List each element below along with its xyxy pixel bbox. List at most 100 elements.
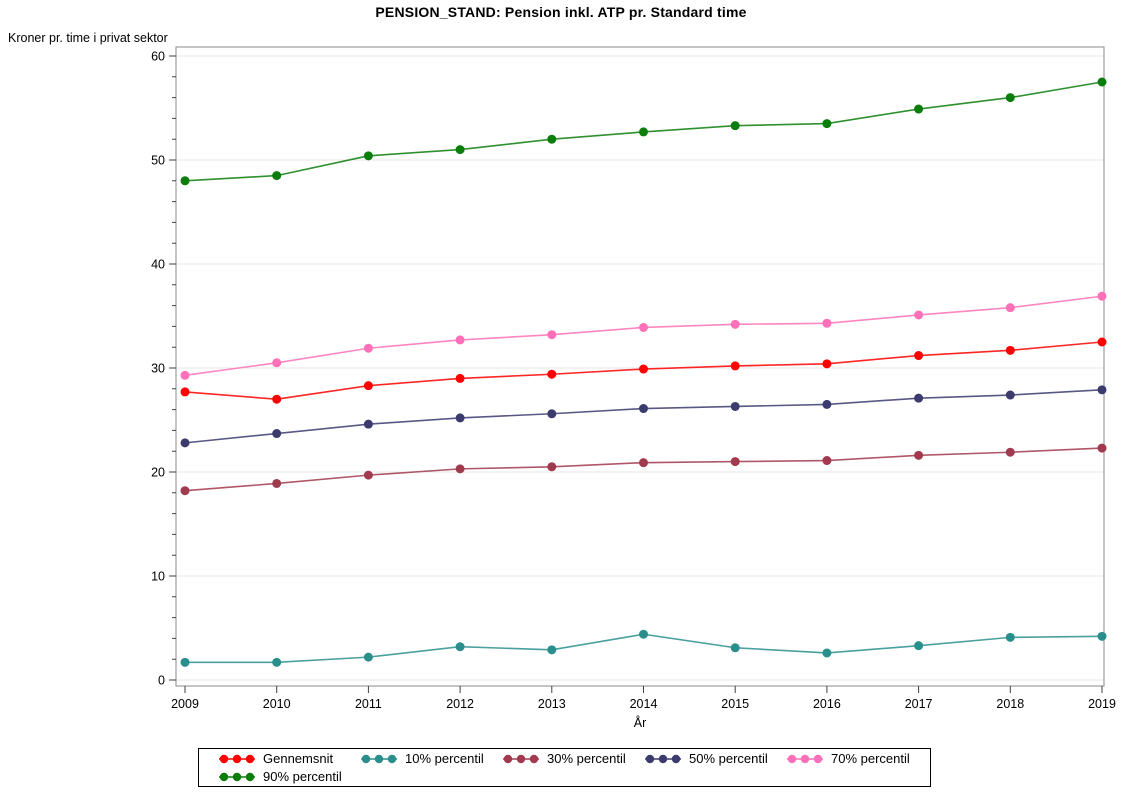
data-point-90-percentil-2014 (639, 127, 648, 137)
data-point-70-percentil-2013 (547, 330, 557, 340)
data-point-90-percentil-2013 (547, 134, 557, 144)
x-axis-ticks: 2009 2010 2011 2012 2013 2014 2015 2016 2017 2018… (171, 686, 1116, 711)
data-point-gennemsnit-2011 (363, 381, 373, 391)
data-point-10-percentil-2015 (730, 643, 740, 653)
legend-marker-icon (787, 754, 823, 763)
series-90-percentil (180, 77, 1107, 186)
legend-marker-dot (671, 754, 681, 763)
legend-label-90-percentil: 90% percentil (263, 769, 342, 784)
y-tick-label: 30 (151, 362, 165, 376)
data-point-90-percentil-2009 (180, 176, 190, 186)
legend-item-30-percentil: 30% percentil (502, 750, 644, 768)
y-axis-ticks: 0 10 20 30 40 50 60 (151, 50, 176, 688)
data-point-70-percentil-2012 (455, 335, 465, 345)
data-point-50-percentil-2009 (180, 438, 190, 448)
legend-label-50-percentil: 50% percentil (689, 751, 768, 766)
legend-label-gennemsnit: Gennemsnit (263, 751, 334, 766)
chart-title: PENSION_STAND: Pension inkl. ATP pr. Sta… (375, 4, 747, 20)
series-line-30-percentil (184, 447, 1103, 492)
data-point-10-percentil-2009 (180, 657, 190, 667)
series-line-70-percentil (184, 295, 1103, 377)
data-point-gennemsnit-2014 (639, 364, 648, 374)
data-point-10-percentil-2019 (1097, 631, 1107, 641)
x-axis-title: År (633, 716, 647, 730)
series-10-percentil (180, 629, 1107, 667)
legend-marker-dot (219, 772, 229, 781)
data-point-gennemsnit-2012 (455, 373, 465, 383)
series-gennemsnit (180, 337, 1107, 404)
legend-marker-dot (245, 754, 255, 763)
data-point-70-percentil-2019 (1097, 291, 1107, 301)
y-tick-label: 40 (151, 258, 165, 272)
legend-label-30-percentil: 30% percentil (547, 751, 626, 766)
data-point-gennemsnit-2016 (822, 359, 832, 369)
data-point-70-percentil-2014 (639, 322, 648, 332)
x-tick-label: 2012 (446, 697, 474, 711)
legend-item-70-percentil: 70% percentil (786, 750, 928, 768)
data-point-90-percentil-2015 (730, 121, 740, 131)
y-tick-label: 20 (151, 466, 165, 480)
data-point-30-percentil-2017 (914, 450, 924, 460)
data-point-70-percentil-2011 (363, 343, 373, 353)
data-point-50-percentil-2010 (272, 429, 282, 439)
data-point-50-percentil-2012 (455, 413, 465, 423)
x-tick-label: 2013 (538, 697, 566, 711)
plot-frame (175, 46, 1105, 687)
data-point-50-percentil-2014 (639, 404, 648, 414)
legend-item-10-percentil: 10% percentil (360, 750, 502, 768)
data-point-90-percentil-2010 (272, 171, 282, 181)
data-point-gennemsnit-2009 (180, 387, 190, 397)
y-tick-label: 10 (151, 570, 165, 584)
data-point-10-percentil-2017 (914, 641, 924, 651)
data-point-10-percentil-2018 (1005, 632, 1015, 642)
x-tick-label: 2010 (263, 697, 291, 711)
data-point-50-percentil-2018 (1005, 390, 1015, 400)
legend-marker-dot (658, 754, 668, 763)
data-point-50-percentil-2019 (1097, 385, 1107, 395)
data-point-90-percentil-2012 (455, 145, 465, 155)
legend-marker-dot (245, 772, 255, 781)
data-point-30-percentil-2009 (180, 486, 190, 496)
x-tick-label: 2015 (721, 697, 749, 711)
legend-marker-dot (219, 754, 229, 763)
legend-marker-dot (387, 754, 397, 763)
data-point-70-percentil-2016 (822, 318, 832, 328)
data-point-gennemsnit-2010 (272, 394, 282, 404)
x-tick-label: 2014 (630, 697, 658, 711)
legend-item-50-percentil: 50% percentil (644, 750, 786, 768)
legend: Gennemsnit 10% percentil 30% percentil 50% … (198, 748, 931, 787)
legend-marker-icon (361, 754, 397, 763)
data-point-10-percentil-2016 (822, 648, 832, 658)
legend-marker-icon (219, 772, 255, 781)
legend-item-90-percentil: 90% percentil (218, 768, 360, 786)
data-point-gennemsnit-2017 (914, 351, 924, 361)
data-point-50-percentil-2016 (822, 399, 832, 409)
data-point-30-percentil-2018 (1005, 447, 1015, 457)
data-point-10-percentil-2014 (639, 629, 648, 639)
data-point-30-percentil-2010 (272, 478, 282, 488)
legend-marker-icon (219, 754, 255, 763)
x-tick-label: 2009 (171, 697, 199, 711)
legend-marker-dot (232, 772, 242, 781)
data-point-10-percentil-2013 (547, 645, 557, 655)
data-point-30-percentil-2011 (363, 470, 373, 480)
legend-marker-dot (361, 754, 371, 763)
data-point-gennemsnit-2018 (1005, 345, 1015, 355)
x-tick-label: 2017 (905, 697, 933, 711)
data-point-70-percentil-2010 (272, 358, 282, 368)
data-point-gennemsnit-2019 (1097, 337, 1107, 347)
series-30-percentil (180, 443, 1107, 496)
data-point-70-percentil-2018 (1005, 303, 1015, 313)
legend-marker-dot (232, 754, 242, 763)
plot-area: 0 10 20 30 40 50 60 2009 2010 2011 2012 2013 2014 201… (151, 46, 1116, 711)
data-point-gennemsnit-2015 (730, 361, 740, 371)
data-point-gennemsnit-2013 (547, 369, 557, 379)
x-tick-label: 2011 (355, 697, 382, 711)
series-line-50-percentil (184, 389, 1103, 444)
legend-label-70-percentil: 70% percentil (831, 751, 910, 766)
legend-marker-dot (374, 754, 384, 763)
data-point-50-percentil-2017 (914, 393, 924, 403)
data-point-30-percentil-2015 (730, 457, 740, 467)
data-point-50-percentil-2015 (730, 401, 740, 411)
